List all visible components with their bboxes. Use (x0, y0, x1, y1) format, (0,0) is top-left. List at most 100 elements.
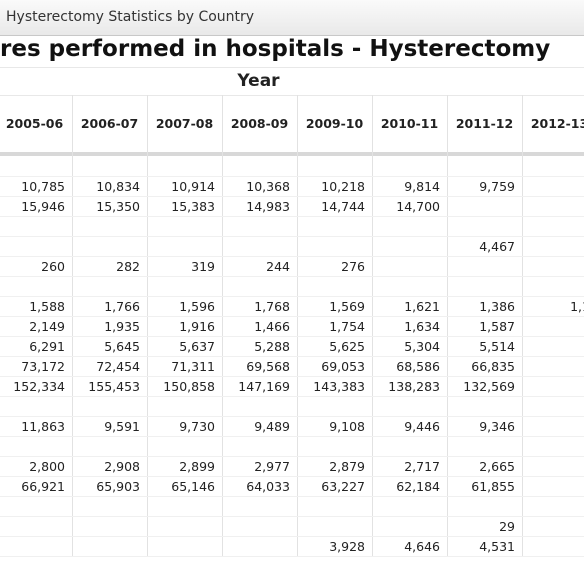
table-cell: 71,311 (171, 359, 215, 374)
column-border (522, 95, 523, 556)
table-cell: 69,568 (246, 359, 290, 374)
row-line (0, 256, 584, 257)
column-border (222, 95, 223, 556)
table-cell: 9,730 (179, 419, 215, 434)
table-cell: 64,033 (246, 479, 290, 494)
table-cell: 1,766 (104, 299, 140, 314)
table-cell: 5,637 (179, 339, 215, 354)
table-cell: 9,591 (104, 419, 140, 434)
header-separator (0, 152, 584, 156)
table-cell: 1,621 (404, 299, 440, 314)
header-line (0, 67, 584, 68)
table-cell: 61,855 (471, 479, 515, 494)
table-cell: 244 (266, 259, 290, 274)
column-header: 2006-07 (80, 116, 139, 131)
column-header: 2007-08 (155, 116, 214, 131)
table-cell: 138,283 (388, 379, 440, 394)
column-border (447, 95, 448, 556)
table-cell: 4,646 (404, 539, 440, 554)
table-cell: 1,588 (29, 299, 65, 314)
row-line (0, 376, 584, 377)
column-group-header: Year (237, 71, 280, 91)
row-line (0, 316, 584, 317)
row-line (0, 356, 584, 357)
table-cell: 10,914 (171, 179, 215, 194)
table-cell: 63,227 (321, 479, 365, 494)
table-cell: 260 (41, 259, 65, 274)
row-line (0, 436, 584, 437)
table-cell: 143,383 (313, 379, 365, 394)
table-cell: 5,304 (404, 339, 440, 354)
table-cell: 11,863 (21, 419, 65, 434)
table-cell: 2,665 (479, 459, 515, 474)
table-cell: 65,903 (96, 479, 140, 494)
table-cell: 1,587 (479, 319, 515, 334)
table-cell: 15,946 (21, 199, 65, 214)
table-cell: 65,146 (171, 479, 215, 494)
table-cell: 14,983 (246, 199, 290, 214)
row-line (0, 476, 584, 477)
table-cell: 9,759 (479, 179, 515, 194)
table-cell: 6,291 (29, 339, 65, 354)
table-cell: 1,1 (570, 299, 584, 314)
table-cell: 1,916 (179, 319, 215, 334)
column-header: 2011-12 (455, 116, 514, 131)
column-header: 2009-10 (305, 116, 364, 131)
table-cell: 132,569 (463, 379, 515, 394)
tab-title[interactable]: Hysterectomy Statistics by Country (6, 9, 255, 25)
table-cell: 4,531 (479, 539, 515, 554)
table-cell: 3,928 (329, 539, 365, 554)
table-cell: 9,814 (404, 179, 440, 194)
table-cell: 14,744 (321, 199, 365, 214)
row-line (0, 416, 584, 417)
table-cell: 9,346 (479, 419, 515, 434)
row-line (0, 536, 584, 537)
table-cell: 14,700 (396, 199, 440, 214)
table-cell: 282 (116, 259, 140, 274)
row-line (0, 196, 584, 197)
table-cell: 5,514 (479, 339, 515, 354)
column-header: 2010-11 (380, 116, 439, 131)
table-cell: 2,149 (29, 319, 65, 334)
table-cell: 2,717 (404, 459, 440, 474)
table-cell: 5,288 (254, 339, 290, 354)
table-cell: 155,453 (88, 379, 140, 394)
table-cell: 2,899 (179, 459, 215, 474)
row-line (0, 296, 584, 297)
tab-bar: Hysterectomy Statistics by Country (0, 0, 584, 36)
table-cell: 10,368 (246, 179, 290, 194)
table-cell: 62,184 (396, 479, 440, 494)
row-line (0, 176, 584, 177)
sheet-title: res performed in hospitals - Hysterectom… (0, 36, 551, 62)
column-border (297, 95, 298, 556)
table-cell: 15,383 (171, 199, 215, 214)
row-line (0, 276, 584, 277)
table-cell: 66,921 (21, 479, 65, 494)
column-header: 2012-13 (530, 116, 584, 131)
row-line (0, 456, 584, 457)
table-cell: 150,858 (163, 379, 215, 394)
table-cell: 10,785 (21, 179, 65, 194)
table-cell: 2,800 (29, 459, 65, 474)
row-line (0, 236, 584, 237)
table-cell: 9,489 (254, 419, 290, 434)
row-line (0, 216, 584, 217)
column-header: 2005-06 (5, 116, 64, 131)
table-cell: 15,350 (96, 199, 140, 214)
row-line (0, 396, 584, 397)
row-line (0, 516, 584, 517)
table-cell: 4,467 (479, 239, 515, 254)
row-line (0, 496, 584, 497)
table-cell: 69,053 (321, 359, 365, 374)
column-header: 2008-09 (230, 116, 289, 131)
table-cell: 9,446 (404, 419, 440, 434)
table-cell: 1,569 (329, 299, 365, 314)
table-cell: 10,218 (321, 179, 365, 194)
header-line (0, 95, 584, 96)
table-cell: 319 (191, 259, 215, 274)
table-cell: 1,768 (254, 299, 290, 314)
table-cell: 152,334 (13, 379, 65, 394)
table-cell: 2,908 (104, 459, 140, 474)
column-border (72, 95, 73, 556)
